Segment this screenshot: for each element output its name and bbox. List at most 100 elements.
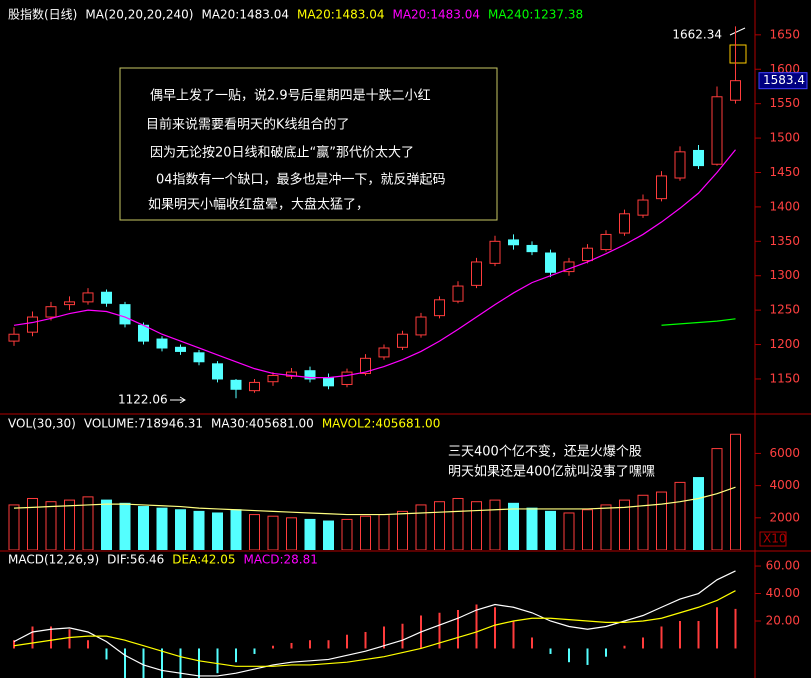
candle-body xyxy=(341,371,353,385)
volume-bar xyxy=(341,518,353,550)
volume-bar xyxy=(212,512,223,550)
low-label: 1122.06 xyxy=(118,393,168,407)
candle-body xyxy=(101,291,112,304)
candle-body xyxy=(711,96,723,165)
annotation-text: 偶早上发了一贴，说2.9号后星期四是十跌二小红 xyxy=(150,88,431,104)
candle-body xyxy=(82,292,94,303)
candle-body xyxy=(8,333,20,342)
volume-bar xyxy=(489,499,501,550)
annotation-text: 04指数有一个缺口，最多也是冲一下，就反弹起码 xyxy=(156,172,446,188)
y-tick-label: 4000 xyxy=(769,478,800,492)
candle-body xyxy=(175,346,186,352)
candle-body xyxy=(656,175,667,200)
price-panel xyxy=(8,26,741,399)
volume-bar xyxy=(434,501,445,550)
volume-bar xyxy=(619,499,630,550)
candle-body xyxy=(249,381,260,392)
volume-bar xyxy=(582,509,593,550)
candle-body xyxy=(582,247,593,262)
volume-bar xyxy=(27,497,38,550)
line-series xyxy=(13,590,736,667)
header-text: VOL(30,30) xyxy=(8,417,76,431)
candle-body xyxy=(637,199,649,216)
volume-bar xyxy=(508,502,519,550)
high-box xyxy=(729,44,747,64)
candle-body xyxy=(45,306,57,318)
y-tick-label: 40.00 xyxy=(766,586,800,600)
y-tick-label: 6000 xyxy=(769,446,800,460)
candle-body xyxy=(415,316,427,336)
header-text: MACD:28.81 xyxy=(244,553,318,567)
candle-body xyxy=(267,375,279,383)
candle-body xyxy=(730,80,741,101)
header-text: MA20:1483.04 xyxy=(201,8,289,22)
last-price-box xyxy=(758,72,808,90)
volume-bar xyxy=(8,504,20,550)
volume-bar xyxy=(156,507,168,550)
y-tick-label: 1250 xyxy=(769,303,800,317)
annotation-text: 目前来说需要看明天的K线组合的了 xyxy=(146,117,350,133)
volume-bar xyxy=(674,481,686,550)
y-tick-label: 2000 xyxy=(769,510,800,524)
candle-body xyxy=(526,244,538,253)
y-tick-label: 1500 xyxy=(769,131,800,145)
header-text: 股指数(日线) xyxy=(8,7,77,22)
header-text: DIF:56.46 xyxy=(107,553,164,567)
volume-bar xyxy=(323,520,334,550)
candle-body xyxy=(397,333,408,348)
y-tick-label: 1650 xyxy=(769,27,800,41)
annotation-text: 三天400个亿不变，还是火爆个股 xyxy=(448,444,642,460)
arrow xyxy=(170,396,186,404)
volume-bar xyxy=(119,502,131,550)
y-tick-label: 1450 xyxy=(769,165,800,179)
candle-body xyxy=(138,324,149,342)
volume-bar xyxy=(600,504,612,550)
annotation-box xyxy=(119,67,498,221)
candle-body xyxy=(452,285,464,302)
candle-body xyxy=(156,338,168,349)
volume-bar xyxy=(230,509,242,550)
y-tick-label: 1350 xyxy=(769,234,800,248)
line-series xyxy=(661,318,736,326)
candle-body xyxy=(471,261,482,286)
volume-bar xyxy=(64,499,75,550)
unit-label: X10 xyxy=(763,532,787,546)
volume-bar xyxy=(452,497,464,550)
volume-bar xyxy=(637,494,649,550)
volume-bar xyxy=(193,510,205,550)
high-label: 1662.34 xyxy=(672,28,722,42)
volume-bar xyxy=(175,509,186,550)
header-text: MACD(12,26,9) xyxy=(8,553,99,567)
volume-bar xyxy=(267,515,279,550)
line-series xyxy=(13,570,736,677)
macd-panel xyxy=(13,570,737,678)
volume-bar xyxy=(471,501,482,550)
volume-bar xyxy=(138,506,149,550)
text-layer: 股指数(日线) MA(20,20,20,240) MA20:1483.04 MA20:… xyxy=(8,7,808,627)
volume-bar xyxy=(249,514,260,550)
y-tick-label: 1400 xyxy=(769,199,800,213)
volume-bar xyxy=(360,515,371,550)
volume-bar xyxy=(545,510,556,550)
line-series xyxy=(13,486,736,516)
volume-bar xyxy=(656,491,667,550)
header-text: MA20:1483.04 xyxy=(297,8,385,22)
candle-body xyxy=(378,347,390,358)
candle-body xyxy=(119,304,131,325)
candle-body xyxy=(360,357,371,374)
candle-body xyxy=(434,299,445,317)
unit-box xyxy=(759,531,787,547)
volume-bar xyxy=(415,504,427,550)
y-tick-label: 60.00 xyxy=(766,559,800,573)
header-text: MA240:1237.38 xyxy=(488,8,583,22)
candle-body xyxy=(619,213,630,234)
volume-bar xyxy=(304,518,316,550)
candle-body xyxy=(545,252,556,273)
header-text: VOLUME:718946.31 xyxy=(84,417,203,431)
volume-bar xyxy=(730,433,741,550)
volume-panel xyxy=(8,433,741,550)
header-text: MA20:1483.04 xyxy=(392,8,480,22)
candle-body xyxy=(286,371,297,377)
y-tick-label: 20.00 xyxy=(766,613,800,627)
header-text: MA30:405681.00 xyxy=(211,417,314,431)
